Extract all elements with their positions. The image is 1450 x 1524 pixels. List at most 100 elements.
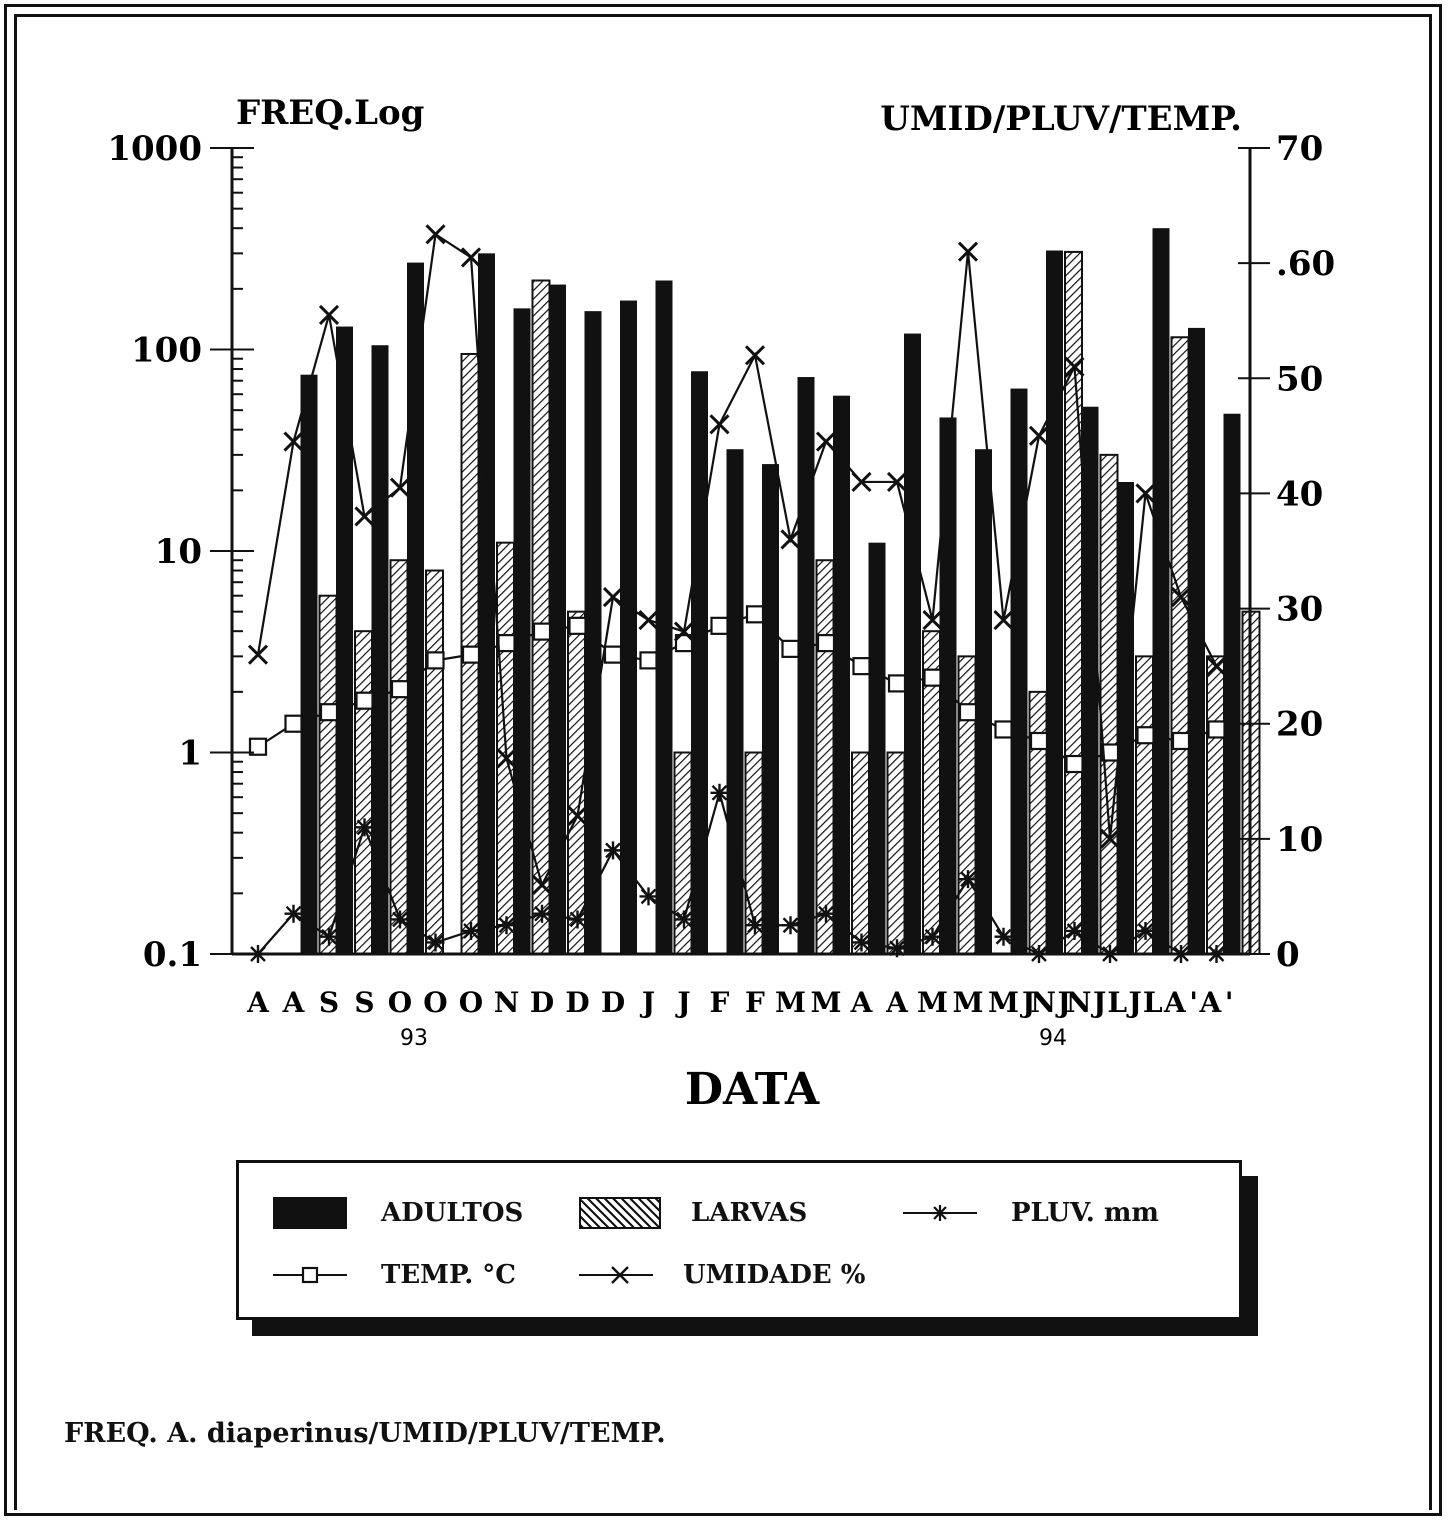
point-umidade: [1170, 586, 1192, 608]
point-temp: [958, 703, 978, 722]
bar-larvas: [1206, 655, 1225, 955]
bar-adultos: [478, 253, 495, 955]
bar-adultos: [833, 395, 850, 954]
point-temp: [923, 668, 942, 687]
bar-larvas: [815, 559, 835, 956]
point-temp: [355, 691, 374, 710]
bar-adultos: [584, 311, 602, 954]
legend-item-larvas: LARVAS: [579, 1193, 807, 1233]
bar-adultos: [371, 345, 389, 954]
bar-larvas: [1028, 690, 1048, 955]
x-tick-label: O: [459, 986, 483, 1019]
point-umidade: [460, 247, 482, 268]
year-label: 93: [400, 1026, 428, 1051]
point-pluv: [710, 783, 729, 802]
bar-adultos: [407, 262, 424, 954]
x-tick-label: JN: [1019, 986, 1056, 1019]
y-right-tick-label: 50: [1276, 359, 1323, 399]
figure-caption: FREQ. A. diaperinus/UMID/PLUV/TEMP.: [64, 1418, 666, 1449]
point-temp: [1136, 726, 1155, 745]
point-temp: [781, 639, 800, 658]
point-temp: [497, 634, 516, 653]
point-pluv: [1065, 921, 1084, 940]
bar-larvas: [1135, 655, 1154, 955]
bar-adultos: [939, 417, 957, 954]
point-temp: [1207, 720, 1226, 739]
x-tick-label: D: [530, 986, 554, 1019]
point-pluv: [959, 870, 977, 889]
bar-adultos: [1010, 388, 1028, 954]
point-temp: [426, 651, 445, 670]
point-umidade: [1028, 425, 1050, 446]
point-umidade: [709, 414, 730, 435]
point-umidade: [673, 621, 695, 642]
bar-adultos: [300, 374, 318, 954]
point-temp: [710, 616, 729, 635]
legend-item-adultos: ADULTOS: [273, 1193, 523, 1233]
y-right-tick-label: 40: [1276, 474, 1323, 514]
point-umidade: [283, 431, 304, 452]
x-tick-label: A': [1163, 986, 1198, 1019]
legend-label-umidade: UMIDADE %: [683, 1260, 866, 1290]
point-pluv: [781, 916, 800, 935]
point-umidade: [247, 644, 269, 665]
legend: ADULTOS LARVAS PLUV. mm TEMP. °C UMIDADE…: [236, 1160, 1242, 1320]
point-umidade: [886, 471, 908, 492]
point-umidade: [815, 431, 837, 452]
point-umidade: [496, 748, 517, 769]
x-tick-label: A: [885, 986, 909, 1019]
point-pluv: [888, 939, 906, 958]
line-pluv: [257, 788, 1217, 956]
bar-adultos: [1223, 413, 1241, 955]
x-tick-label: M: [953, 986, 984, 1019]
point-temp: [603, 645, 623, 664]
y-right-tick-label: .60: [1276, 244, 1335, 284]
point-temp: [532, 622, 552, 641]
x-tick-label: A': [1199, 986, 1234, 1019]
bar-larvas: [318, 594, 338, 955]
y-right-tick-label: 20: [1276, 705, 1323, 745]
point-umidade: [602, 586, 624, 608]
point-umidade: [1099, 828, 1121, 849]
bar-adultos: [797, 377, 815, 955]
legend-swatch-adultos: [273, 1197, 347, 1229]
x-tick-label: JL: [1090, 986, 1127, 1019]
point-umidade: [744, 345, 766, 366]
x-tick-label: N: [494, 986, 520, 1019]
legend-swatch-pluv: [903, 1205, 977, 1221]
point-temp: [816, 634, 836, 653]
bar-larvas: [354, 630, 373, 956]
x-tick-label: D: [601, 986, 625, 1019]
legend-label-adultos: ADULTOS: [381, 1198, 524, 1228]
outer-frame: [4, 4, 1442, 1516]
point-umidade: [389, 477, 411, 498]
bar-adultos: [1046, 250, 1063, 955]
point-pluv: [852, 933, 871, 952]
point-umidade: [1135, 483, 1156, 504]
legend-label-larvas: LARVAS: [691, 1198, 808, 1228]
point-temp: [639, 651, 658, 670]
legend-swatch-larvas: [579, 1197, 661, 1229]
point-pluv: [746, 916, 764, 935]
y-right-tick-label: 10: [1276, 820, 1323, 860]
bar-larvas: [851, 751, 870, 955]
point-pluv: [284, 904, 303, 923]
point-temp: [1029, 731, 1049, 751]
x-tick-label: JL: [1126, 986, 1163, 1019]
point-pluv: [462, 921, 480, 940]
point-temp: [1065, 754, 1084, 774]
x-tick-label: S: [319, 986, 339, 1019]
x-tick-label: M: [988, 986, 1019, 1019]
x-tick-label: A: [246, 986, 270, 1019]
point-pluv: [604, 841, 622, 860]
y-right-tick-label: 30: [1276, 590, 1323, 630]
x-tick-label: JN: [1055, 986, 1092, 1019]
point-pluv: [639, 887, 658, 906]
point-temp: [284, 714, 303, 733]
bar-adultos: [549, 284, 566, 954]
point-temp: [319, 703, 339, 722]
point-umidade: [638, 610, 659, 631]
point-umidade: [780, 529, 801, 550]
point-temp: [461, 645, 481, 664]
x-tick-label: M: [811, 986, 842, 1019]
